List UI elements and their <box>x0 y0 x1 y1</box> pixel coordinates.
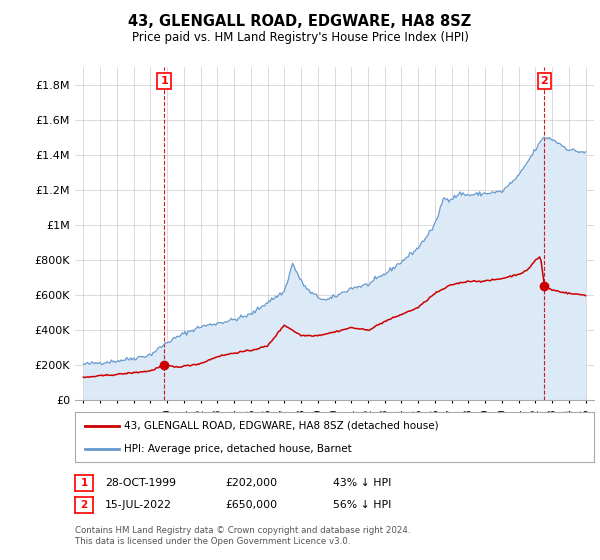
Text: 43, GLENGALL ROAD, EDGWARE, HA8 8SZ (detached house): 43, GLENGALL ROAD, EDGWARE, HA8 8SZ (det… <box>124 421 439 431</box>
Text: 28-OCT-1999: 28-OCT-1999 <box>105 478 176 488</box>
Text: 2: 2 <box>80 500 88 510</box>
Text: £202,000: £202,000 <box>225 478 277 488</box>
Text: 1: 1 <box>160 76 168 86</box>
Text: 1: 1 <box>80 478 88 488</box>
Text: 43, GLENGALL ROAD, EDGWARE, HA8 8SZ: 43, GLENGALL ROAD, EDGWARE, HA8 8SZ <box>128 14 472 29</box>
Text: 2: 2 <box>541 76 548 86</box>
Text: HPI: Average price, detached house, Barnet: HPI: Average price, detached house, Barn… <box>124 445 352 454</box>
Text: 56% ↓ HPI: 56% ↓ HPI <box>333 500 391 510</box>
Text: 43% ↓ HPI: 43% ↓ HPI <box>333 478 391 488</box>
Text: £650,000: £650,000 <box>225 500 277 510</box>
Text: Contains HM Land Registry data © Crown copyright and database right 2024.
This d: Contains HM Land Registry data © Crown c… <box>75 526 410 546</box>
Text: 15-JUL-2022: 15-JUL-2022 <box>105 500 172 510</box>
Text: Price paid vs. HM Land Registry's House Price Index (HPI): Price paid vs. HM Land Registry's House … <box>131 31 469 44</box>
